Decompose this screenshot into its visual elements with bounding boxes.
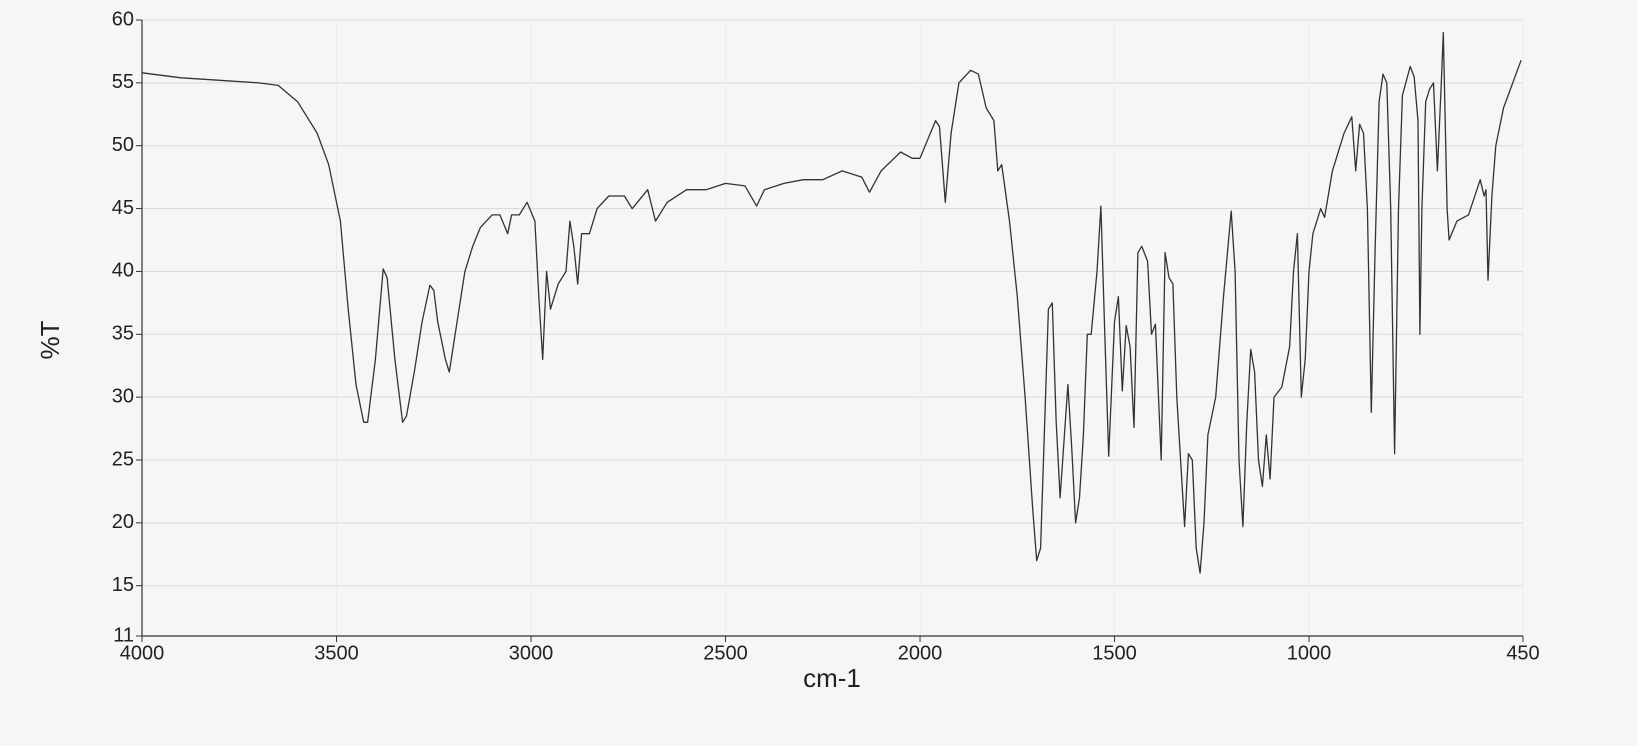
x-tick-label: 3000 xyxy=(509,642,554,664)
y-tick-label: 45 xyxy=(112,197,134,219)
x-tick-label: 450 xyxy=(1506,642,1539,664)
y-tick-label: 15 xyxy=(112,574,134,596)
x-tick-label: 3500 xyxy=(314,642,359,664)
x-tick-label: 4000 xyxy=(120,642,165,664)
x-tick-label: 1500 xyxy=(1092,642,1137,664)
y-tick-label: 35 xyxy=(112,323,134,345)
x-axis-title: cm-1 xyxy=(803,663,861,693)
y-axis-title: %T xyxy=(35,320,65,359)
y-tick-label: 55 xyxy=(112,71,134,93)
y-tick-label: 30 xyxy=(112,385,134,407)
x-tick-label: 1000 xyxy=(1287,642,1332,664)
y-tick-label: 25 xyxy=(112,448,134,470)
x-tick-label: 2000 xyxy=(898,642,943,664)
y-tick-label: 20 xyxy=(112,511,134,533)
y-tick-label: 11 xyxy=(113,624,134,646)
spectrum-line xyxy=(141,31,1522,574)
y-tick-label: 50 xyxy=(112,134,134,156)
y-tick-label: 60 xyxy=(112,8,134,30)
y-tick-label: 40 xyxy=(112,260,134,282)
x-tick-label: 2500 xyxy=(703,642,748,664)
